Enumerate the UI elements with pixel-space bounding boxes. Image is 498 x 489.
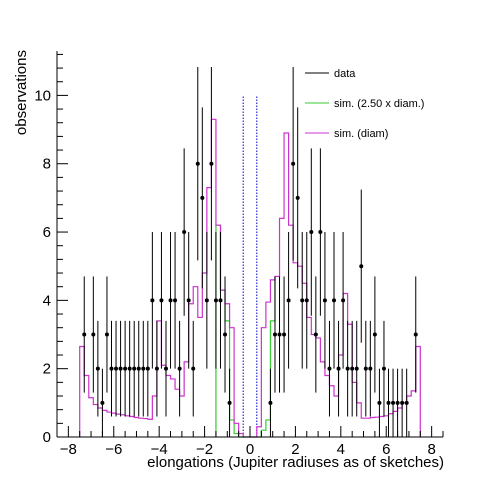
data-point	[114, 366, 119, 371]
data-point	[404, 400, 409, 405]
x-tick-label: −2	[196, 441, 213, 458]
x-axis-title: elongations (Jupiter radiuses as of sket…	[147, 454, 444, 471]
data-point	[100, 400, 105, 405]
data-point	[127, 366, 132, 371]
data-point	[304, 298, 309, 303]
data-point	[345, 366, 350, 371]
axes: −8 −6 −4 −2 0 2 4 6 8 0 2 4 6 8 10	[34, 51, 444, 458]
y-tick-label: 0	[43, 429, 51, 446]
data-point	[277, 332, 282, 337]
legend-data-label: data	[334, 68, 356, 80]
data-point	[350, 366, 355, 371]
data-point	[118, 366, 123, 371]
x-tick-label: −6	[105, 441, 122, 458]
data-point	[132, 366, 137, 371]
y-tick-label: 6	[43, 224, 51, 241]
data-point	[300, 298, 305, 303]
legend: data sim. (2.50 x diam.) sim. (diam)	[305, 68, 424, 140]
data-point	[104, 332, 109, 337]
data-point	[318, 230, 323, 235]
data-point	[327, 366, 332, 371]
data-point	[282, 332, 287, 337]
data-point	[159, 298, 164, 303]
data-point	[195, 161, 200, 166]
data-point	[322, 298, 327, 303]
data-point	[400, 400, 405, 405]
data-point	[141, 366, 146, 371]
data-point	[82, 332, 87, 337]
x-tick-label: −4	[151, 441, 168, 458]
data-point	[191, 366, 196, 371]
y-tick-label: 10	[34, 87, 51, 104]
data-point	[377, 400, 382, 405]
data-point	[386, 400, 391, 405]
data-point	[182, 230, 187, 235]
data-point	[268, 400, 273, 405]
data-point	[223, 332, 228, 337]
data-point	[123, 366, 128, 371]
data-point	[368, 366, 373, 371]
data-point	[145, 366, 150, 371]
data-point	[313, 332, 318, 337]
y-tick-label: 8	[43, 156, 51, 173]
x-tick-label: 0	[246, 441, 254, 458]
data-point	[391, 400, 396, 405]
data-point	[372, 332, 377, 337]
data-point	[91, 332, 96, 337]
x-tick-label: 8	[427, 441, 435, 458]
data-point	[295, 195, 300, 200]
x-tick-label: 2	[291, 441, 299, 458]
data-point	[150, 298, 155, 303]
y-tick-label: 2	[43, 361, 51, 378]
data-point	[163, 366, 168, 371]
data-point	[381, 366, 386, 371]
data-point	[413, 332, 418, 337]
data-point	[395, 400, 400, 405]
data-point	[209, 161, 214, 166]
data-point	[332, 298, 337, 303]
data-point	[336, 366, 341, 371]
data-point	[341, 298, 346, 303]
data-point	[272, 332, 277, 337]
x-tick-label: 4	[337, 441, 345, 458]
data-point	[363, 366, 368, 371]
data-point	[200, 195, 205, 200]
legend-green-label: sim. (2.50 x diam.)	[334, 98, 424, 110]
y-axis-title: observations	[13, 50, 30, 135]
data-point	[291, 161, 296, 166]
data-point	[204, 298, 209, 303]
data-point	[109, 366, 114, 371]
data-point	[286, 298, 291, 303]
data-point	[136, 366, 141, 371]
data-point	[309, 230, 314, 235]
data-point	[173, 298, 178, 303]
x-tick-label: −8	[60, 441, 77, 458]
data-point	[154, 366, 159, 371]
data-point	[168, 298, 173, 303]
legend-magenta-label: sim. (diam)	[334, 128, 388, 140]
y-tick-label: 4	[43, 292, 51, 309]
data-points	[82, 67, 418, 437]
data-point	[218, 298, 223, 303]
data-point	[186, 298, 191, 303]
data-point	[227, 400, 232, 405]
data-point	[354, 366, 359, 371]
data-point	[213, 298, 218, 303]
data-point	[359, 264, 364, 269]
data-point	[95, 366, 100, 371]
x-tick-label: 6	[382, 441, 390, 458]
data-point	[177, 366, 182, 371]
